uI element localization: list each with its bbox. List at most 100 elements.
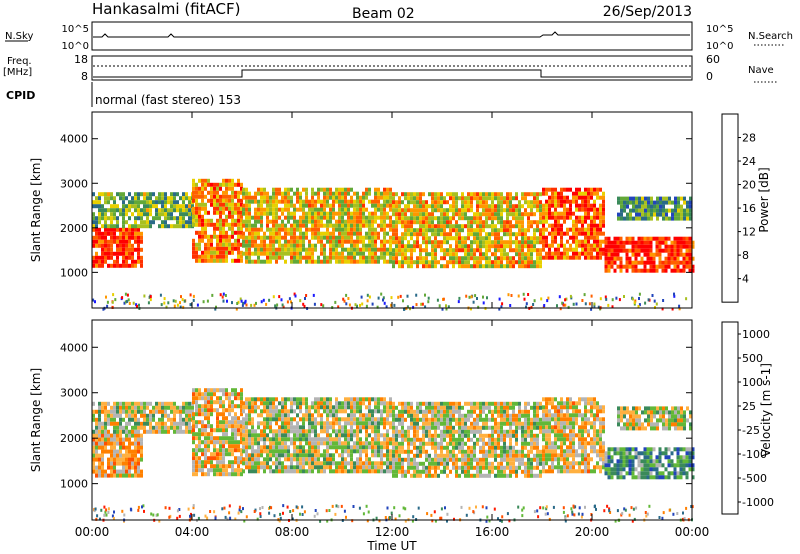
heatmap-cell bbox=[201, 186, 204, 191]
heatmap-cell bbox=[563, 219, 566, 224]
heatmap-cell bbox=[431, 212, 434, 217]
heatmap-cell bbox=[210, 464, 213, 469]
heatmap-cell bbox=[616, 256, 620, 261]
heatmap-cell bbox=[234, 190, 237, 195]
heatmap-cell bbox=[234, 404, 237, 409]
heatmap-cell bbox=[506, 264, 509, 269]
heatmap-cell bbox=[476, 405, 479, 410]
heatmap-cell bbox=[365, 413, 368, 418]
heatmap-cell bbox=[95, 196, 98, 201]
heatmap-cell bbox=[425, 208, 428, 213]
heatmap-cell bbox=[497, 232, 500, 237]
heatmap-cell bbox=[443, 409, 446, 414]
heatmap-cell bbox=[593, 304, 596, 308]
heatmap-cell bbox=[670, 268, 674, 273]
heatmap-cell bbox=[225, 258, 228, 263]
heatmap-cell bbox=[158, 192, 161, 197]
heatmap-cell bbox=[434, 192, 437, 197]
heatmap-cell bbox=[542, 247, 545, 252]
heatmap-cell bbox=[192, 210, 195, 215]
heatmap-cell bbox=[380, 219, 383, 224]
heatmap-cell bbox=[530, 248, 533, 253]
heatmap-cell bbox=[192, 436, 195, 441]
heatmap-cell bbox=[320, 453, 323, 458]
heatmap-cell bbox=[521, 244, 524, 249]
heatmap-cell bbox=[101, 461, 104, 466]
heatmap-cell bbox=[404, 260, 407, 265]
heatmap-cell bbox=[110, 216, 113, 221]
heatmap-cell bbox=[661, 236, 665, 241]
heatmap-cell bbox=[281, 199, 284, 204]
heatmap-cell bbox=[470, 224, 473, 229]
heatmap-cell bbox=[188, 208, 191, 213]
heatmap-cell bbox=[176, 216, 179, 221]
heatmap-cell bbox=[293, 445, 296, 450]
heatmap-cell bbox=[515, 417, 518, 422]
heatmap-cell bbox=[548, 247, 551, 252]
heatmap-cell bbox=[509, 224, 512, 229]
heatmap-cell bbox=[134, 421, 137, 426]
heatmap-cell bbox=[377, 247, 380, 252]
heatmap-cell bbox=[201, 218, 204, 223]
heatmap-cell bbox=[290, 215, 293, 220]
heatmap-cell bbox=[266, 215, 269, 220]
heatmap-cell bbox=[539, 240, 542, 245]
heatmap-cell bbox=[596, 207, 599, 212]
heatmap-cell bbox=[107, 216, 110, 221]
heatmap-cell bbox=[431, 228, 434, 233]
heatmap-cell bbox=[119, 212, 122, 217]
heatmap-cell bbox=[213, 464, 216, 469]
heatmap-cell bbox=[251, 453, 254, 458]
heatmap-cell bbox=[604, 268, 608, 273]
heatmap-cell bbox=[237, 300, 240, 304]
heatmap-cell bbox=[329, 445, 332, 450]
heatmap-cell bbox=[415, 303, 418, 307]
heatmap-cell bbox=[652, 268, 656, 273]
heatmap-cell bbox=[237, 468, 240, 473]
heatmap-cell bbox=[207, 412, 210, 417]
heatmap-cell bbox=[170, 417, 173, 422]
heatmap-cell bbox=[219, 412, 222, 417]
heatmap-cell bbox=[413, 228, 416, 233]
heatmap-cell bbox=[623, 204, 626, 209]
heatmap-cell bbox=[119, 469, 122, 474]
heatmap-cell bbox=[263, 231, 266, 236]
heatmap-cell bbox=[515, 220, 518, 225]
heatmap-cell bbox=[216, 242, 219, 247]
heatmap-cell bbox=[464, 413, 467, 418]
heatmap-cell bbox=[269, 195, 272, 200]
heatmap-cell bbox=[359, 465, 362, 470]
heatmap-cell bbox=[413, 248, 416, 253]
heatmap-cell bbox=[126, 293, 129, 297]
heatmap-cell bbox=[559, 307, 562, 311]
heatmap-cell bbox=[503, 252, 506, 257]
heatmap-cell bbox=[213, 388, 216, 393]
heatmap-cell bbox=[284, 215, 287, 220]
heatmap-cell bbox=[392, 401, 395, 406]
heatmap-cell bbox=[419, 260, 422, 265]
heatmap-cell bbox=[140, 433, 143, 438]
heatmap-cell bbox=[397, 295, 400, 299]
heatmap-cell bbox=[195, 198, 198, 203]
heatmap-cell bbox=[638, 208, 641, 213]
heatmap-cell bbox=[272, 461, 275, 466]
heatmap-cell bbox=[610, 240, 614, 245]
heatmap-cell bbox=[470, 200, 473, 205]
heatmap-cell bbox=[374, 417, 377, 422]
heatmap-cell bbox=[386, 453, 389, 458]
heatmap-cell bbox=[332, 247, 335, 252]
heatmap-cell bbox=[596, 239, 599, 244]
heatmap-cell bbox=[269, 437, 272, 442]
heatmap-cell bbox=[350, 401, 353, 406]
heatmap-cell bbox=[107, 461, 110, 466]
heatmap-cell bbox=[296, 453, 299, 458]
heatmap-cell bbox=[407, 200, 410, 205]
heatmap-cell bbox=[498, 307, 501, 311]
heatmap-cell bbox=[350, 255, 353, 260]
heatmap-cell bbox=[134, 231, 137, 236]
heatmap-cell bbox=[510, 294, 513, 297]
heatmap-cell bbox=[219, 464, 222, 469]
heatmap-cell bbox=[95, 433, 98, 438]
heatmap-cell bbox=[533, 196, 536, 201]
heatmap-cell bbox=[515, 224, 518, 229]
